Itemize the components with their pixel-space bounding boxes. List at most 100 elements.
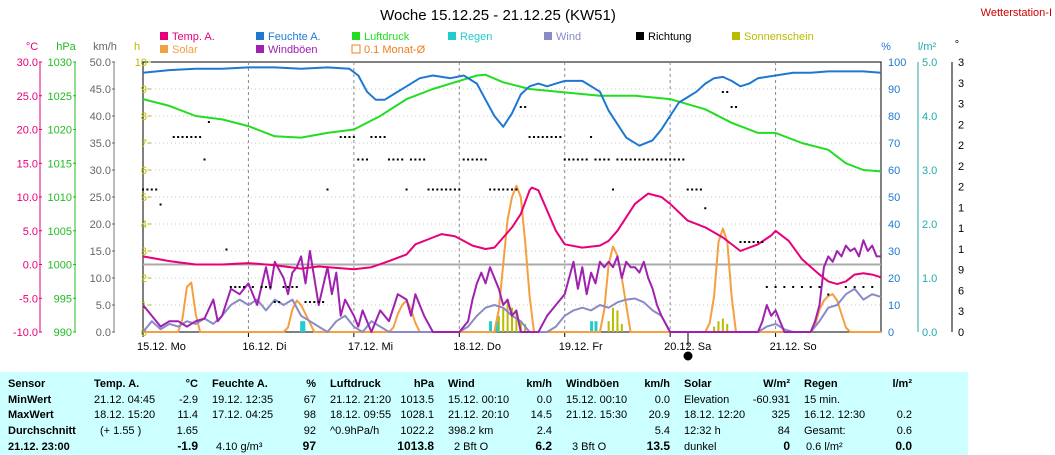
axis-tick-label: -10.0 <box>13 327 38 339</box>
direction-dot <box>388 158 390 161</box>
direction-dot <box>295 286 298 288</box>
axis-tick-label: 1000 <box>48 260 72 272</box>
max-value: 0.2 <box>896 409 912 421</box>
sunshine-bar <box>506 299 509 332</box>
direction-dot <box>743 241 746 243</box>
direction-dot <box>308 301 311 303</box>
axis-tick-label: 4.0 <box>922 111 937 123</box>
direction-dot <box>155 188 158 191</box>
avg-value: 2.4 <box>536 425 552 437</box>
direction-dot <box>322 301 325 303</box>
direction-dot <box>730 106 733 108</box>
direction-dot <box>844 286 847 288</box>
direction-dot <box>344 136 347 138</box>
weather-chart: Woche 15.12.25 - 21.12.25 (KW51) Wetters… <box>13 7 1052 361</box>
axis-tick-label: 1 <box>958 244 964 256</box>
direction-dot <box>269 286 272 288</box>
direction-dot <box>655 158 658 161</box>
axis-tick-label: 2 <box>958 161 964 173</box>
legend-swatch <box>160 32 168 40</box>
row-current-label: 21.12. 23:00 <box>8 441 70 453</box>
axis-tick-label: 25.0 <box>17 91 38 103</box>
direction-dot <box>774 286 777 288</box>
row-avg-label: Durchschnitt <box>8 425 76 437</box>
direction-dot <box>431 188 434 191</box>
direction-dot <box>177 136 180 138</box>
axis-tick-label: 1025 <box>48 91 72 103</box>
series-line-humidity <box>142 66 882 147</box>
direction-dot <box>207 121 210 123</box>
direction-dot <box>598 158 601 161</box>
direction-dot <box>871 286 874 288</box>
direction-dot <box>418 158 421 161</box>
axis-tick-label: 2 <box>141 273 147 285</box>
direction-dot <box>563 158 566 161</box>
direction-dot <box>721 91 724 93</box>
axis-tick-label: 5.0 <box>96 300 111 312</box>
direction-dot <box>686 188 689 191</box>
direction-dot <box>699 188 702 191</box>
axis-tick-label: 9 <box>958 265 964 277</box>
direction-dot <box>427 188 430 191</box>
max-value: 20.9 <box>648 409 670 421</box>
direction-dot <box>752 241 755 243</box>
sunshine-bar <box>616 310 619 332</box>
legend-label: Solar <box>172 44 198 56</box>
legend-label: Sonnenschein <box>744 31 814 43</box>
direction-dot <box>392 158 395 161</box>
current-value: 13.5 <box>646 439 670 453</box>
sunshine-hours: 12:32 h <box>684 425 721 437</box>
direction-dot <box>532 136 535 138</box>
col-gusts: Windböen km/h 15.12. 00:10 0.0 21.12. 15… <box>566 372 676 455</box>
direction-dot <box>537 136 540 138</box>
direction-dot <box>467 158 470 161</box>
direction-dot <box>691 188 694 191</box>
direction-dot <box>304 301 307 303</box>
col-wind: Wind km/h 15.12. 00:10 0.0 21.12. 20:10 … <box>448 372 558 455</box>
axis-tick-label: 8 <box>141 111 147 123</box>
min-time: 21.12. 21:20 <box>330 394 392 406</box>
axis-unit: % <box>881 41 891 53</box>
legend-label: Luftdruck <box>364 31 410 43</box>
direction-dot <box>853 286 856 288</box>
direction-dot <box>159 203 162 206</box>
day-label: 15.12. Mo <box>137 341 186 353</box>
axis-tick-label: 3 <box>141 246 147 258</box>
direction-dot <box>445 188 448 191</box>
axis-tick-label: 6 <box>141 165 147 177</box>
axis-tick-label: 995 <box>54 293 72 305</box>
avg-value: 5.4 <box>654 425 670 437</box>
min-time: 19.12. 12:35 <box>212 394 274 406</box>
day-label: 16.12. Di <box>242 341 286 353</box>
axis-unit: ° <box>955 39 959 51</box>
direction-dot <box>620 158 623 161</box>
max-time: 18.12. 15:20 <box>94 409 156 421</box>
min-value: 0.0 <box>536 394 552 406</box>
axis-tick-label: 10 <box>888 300 900 312</box>
axis-tick-label: 3 <box>958 99 964 111</box>
sunshine-bar <box>726 323 729 332</box>
direction-dot <box>664 158 667 161</box>
axis-tick-label: 20.0 <box>17 125 38 137</box>
today-rain: 0.6 l/m² <box>806 441 843 453</box>
direction-dot <box>647 158 650 161</box>
axis-tick-label: 0.0 <box>922 327 937 339</box>
avg-value: 1.65 <box>176 425 198 437</box>
col-unit: % <box>306 378 316 390</box>
row-min-label: MinWert <box>8 394 52 406</box>
direction-dot <box>607 158 610 161</box>
axis-tick-label: 30.0 <box>17 57 38 69</box>
direction-dot <box>559 136 562 138</box>
legend-swatch <box>352 32 360 40</box>
beaufort: 2 Bft O <box>454 441 489 453</box>
axis-unit: hPa <box>56 41 76 53</box>
interval-label: 15 min. <box>804 394 841 406</box>
legend-label: Feuchte A. <box>268 31 321 43</box>
direction-dot <box>243 286 246 288</box>
direction-dot <box>568 158 571 161</box>
rain-bar <box>302 321 306 332</box>
direction-dot <box>273 301 276 303</box>
axis-tick-label: 5.0 <box>23 226 38 238</box>
axis-tick-label: 1 <box>958 223 964 235</box>
direction-dot <box>576 158 579 161</box>
